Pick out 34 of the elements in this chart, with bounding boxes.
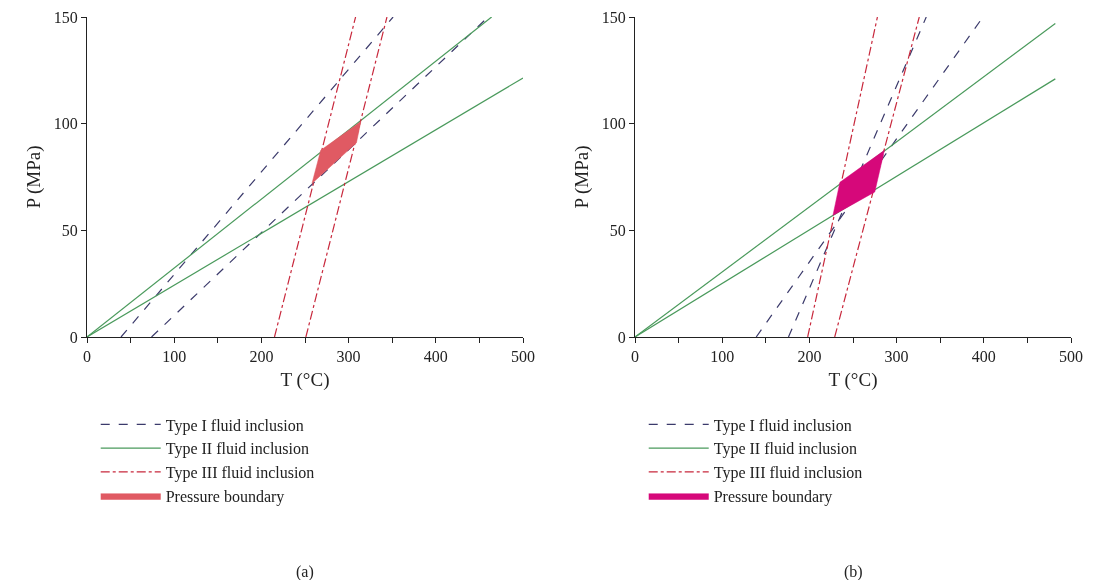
x-axis-title: T (°C)	[280, 369, 330, 391]
legend-label: Pressure boundary	[165, 487, 285, 506]
legend-label: Pressure boundary	[713, 487, 833, 506]
text: (a)	[296, 563, 314, 580]
legend-label: Type I fluid inclusion	[713, 416, 852, 435]
x-tick-label: 500	[511, 348, 535, 366]
y-axis-title: P (MPa)	[22, 145, 45, 209]
legend-label: Type II fluid inclusion	[165, 440, 310, 459]
y-tick-label: 0	[617, 328, 626, 346]
legend-label: Type II fluid inclusion	[713, 440, 858, 459]
x-tick-label: 300	[884, 348, 909, 366]
y-axis-title: P (MPa)	[570, 145, 593, 209]
x-tick-label: 100	[710, 348, 735, 366]
x-tick-label: 400	[971, 348, 996, 366]
x-axis-title: T (°C)	[828, 369, 878, 391]
x-tick-label: 500	[1059, 348, 1083, 366]
y-tick-label: 100	[601, 115, 626, 133]
legend-label: Type III fluid inclusion	[713, 464, 863, 483]
x-tick-label: 200	[249, 348, 274, 366]
y-tick-label: 100	[53, 115, 78, 133]
x-tick-label: 400	[423, 348, 448, 366]
y-tick-label: 50	[609, 221, 626, 239]
x-tick-label: 200	[797, 348, 822, 366]
y-tick-label: 0	[69, 328, 78, 346]
y-tick-label: 150	[53, 8, 78, 26]
legend-label: Type III fluid inclusion	[165, 464, 315, 483]
x-tick-label: 0	[83, 348, 91, 366]
y-tick-label: 50	[61, 221, 78, 239]
legend-label: Type I fluid inclusion	[165, 416, 304, 435]
y-tick-label: 150	[601, 8, 626, 26]
x-tick-label: 300	[336, 348, 361, 366]
x-tick-label: 0	[631, 348, 639, 366]
text: (b)	[844, 563, 863, 580]
x-tick-label: 100	[162, 348, 187, 366]
